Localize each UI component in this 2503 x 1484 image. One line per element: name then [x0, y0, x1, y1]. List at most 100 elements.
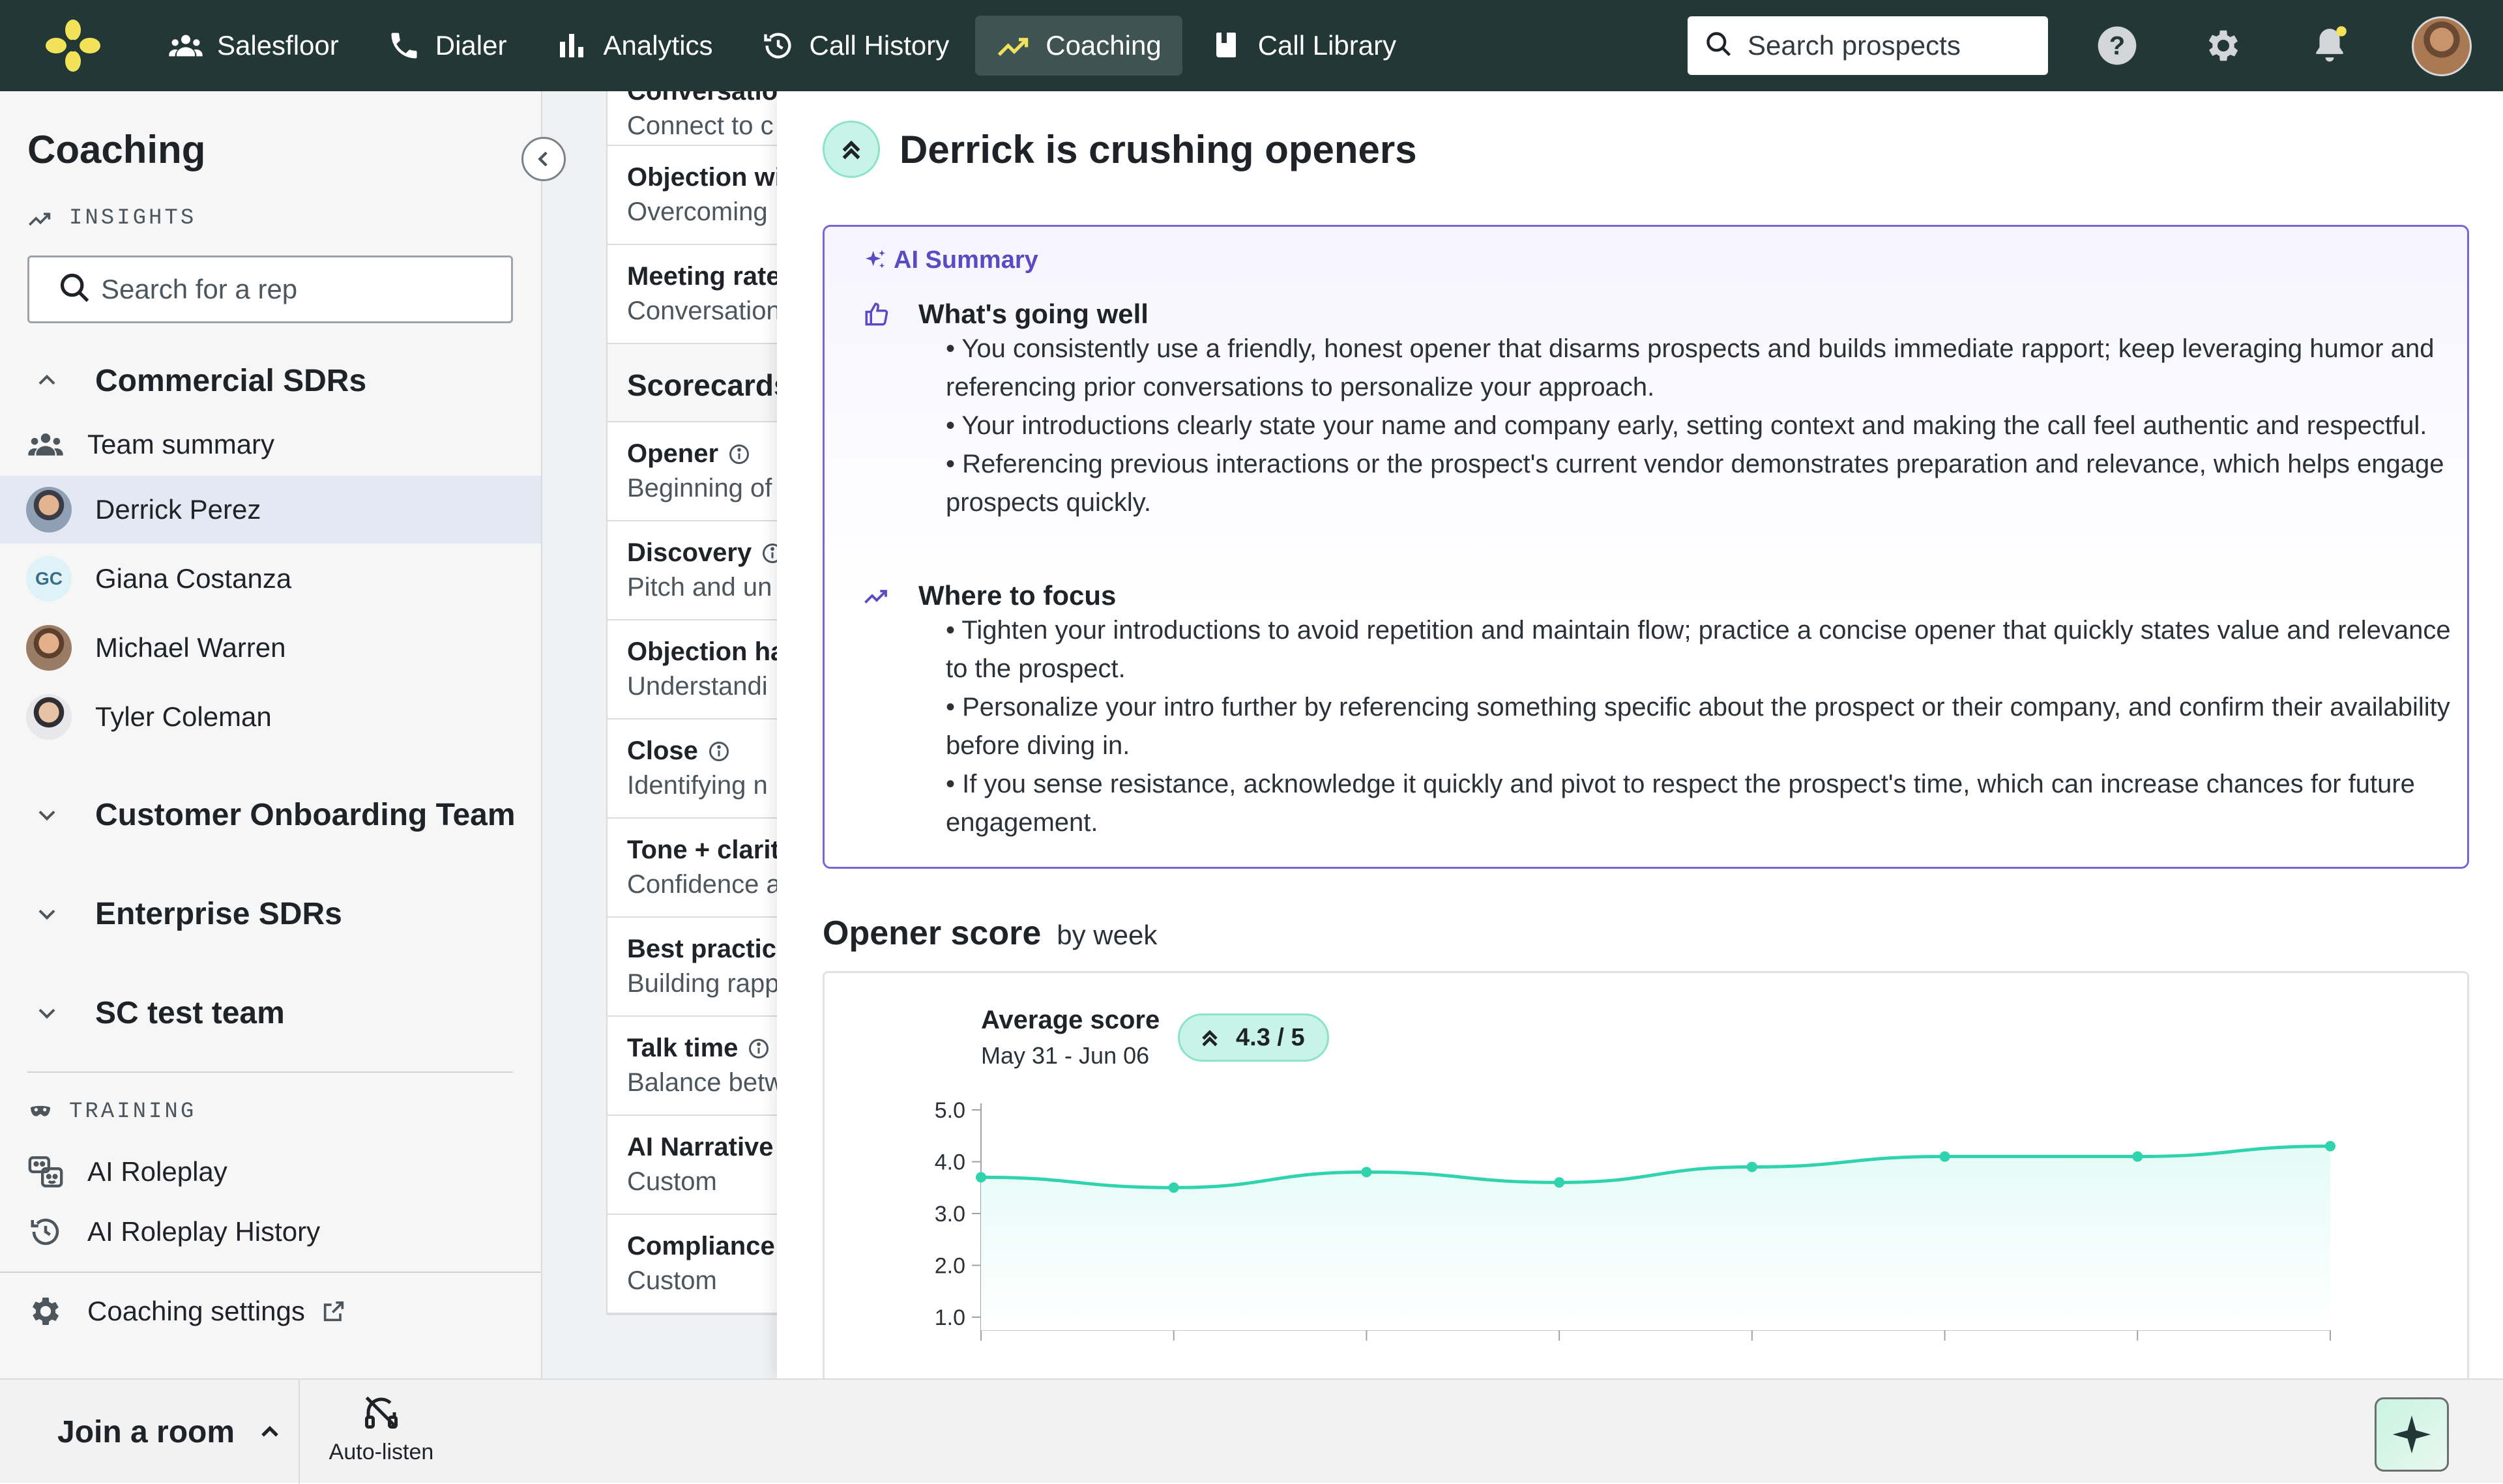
chevron-left-icon — [538, 151, 548, 167]
focus-item: • Personalize your intro further by refe… — [946, 693, 2450, 760]
series-area — [981, 1146, 2330, 1330]
scorecard-item-best-practices[interactable]: Best practic Building rapp — [607, 918, 777, 1017]
training-section-label: TRAINING — [27, 1099, 196, 1125]
sparkle-icon — [2392, 1415, 2431, 1454]
external-link-icon — [321, 1298, 347, 1324]
search-input[interactable] — [1748, 30, 2034, 61]
scorecard-item-objection[interactable]: Objection ha Understandi — [607, 620, 777, 720]
scorecard-item-close[interactable]: Close Identifying n — [607, 720, 777, 819]
scorecard-item-talk-time[interactable]: Talk time Balance betw — [607, 1017, 777, 1116]
scorecard-item-opener[interactable]: Opener Beginning of — [607, 422, 777, 521]
team-enterprise-sdrs[interactable]: Enterprise SDRs — [0, 884, 541, 944]
member-giana-costanza[interactable]: GC Giana Costanza — [0, 545, 541, 613]
gear-icon[interactable] — [2201, 23, 2246, 68]
data-point — [1746, 1161, 1757, 1172]
coaching-settings-label: Coaching settings — [87, 1296, 305, 1326]
chevron-down-icon — [27, 993, 66, 1032]
coaching-settings-link[interactable]: Coaching settings — [0, 1279, 541, 1344]
auto-listen-toggle[interactable]: Auto-listen — [313, 1393, 450, 1477]
data-point — [1168, 1182, 1179, 1193]
ai-roleplay-history-label: AI Roleplay History — [87, 1216, 321, 1247]
ai-roleplay-history-link[interactable]: AI Roleplay History — [0, 1202, 541, 1262]
avatar — [26, 694, 72, 740]
team-customer-onboarding[interactable]: Customer Onboarding Team — [0, 785, 541, 845]
data-point — [2325, 1141, 2335, 1152]
headphones-off-icon — [365, 1396, 398, 1429]
bell-icon[interactable] — [2307, 23, 2352, 68]
people-icon — [168, 27, 204, 64]
trend-icon — [862, 581, 891, 610]
divider — [0, 1272, 541, 1273]
rep-search-input[interactable] — [101, 274, 492, 305]
history-icon — [760, 27, 797, 64]
nav-dialer[interactable]: Dialer — [365, 16, 528, 76]
gear-icon — [26, 1292, 65, 1331]
member-name: Giana Costanza — [95, 563, 292, 594]
nav-call-library[interactable]: Call Library — [1188, 16, 1417, 76]
ai-roleplay-link[interactable]: AI Roleplay — [0, 1142, 541, 1202]
nav-label: Call Library — [1257, 30, 1397, 61]
average-score-range: May 31 - Jun 06 — [981, 1042, 1150, 1069]
join-room-button[interactable]: Join a room — [0, 1380, 300, 1484]
user-avatar[interactable] — [2412, 16, 2472, 76]
svg-text:?: ? — [2109, 31, 2125, 60]
going-well-item: • Your introductions clearly state your … — [946, 411, 2427, 440]
people-icon — [26, 425, 65, 464]
double-chevron-up-icon — [823, 121, 880, 178]
list-item[interactable]: Meeting rate Conversation — [607, 245, 777, 344]
opener-score-chart-card: Average score May 31 - Jun 06 4.3 / 5 5.… — [823, 971, 2469, 1427]
data-point — [1554, 1177, 1565, 1188]
collapse-sidebar-button[interactable] — [521, 137, 566, 181]
team-sc-test[interactable]: SC test team — [0, 983, 541, 1043]
y-tick-label: 3.0 — [935, 1202, 965, 1227]
app-logo-icon[interactable] — [46, 20, 100, 72]
sidebar-title: Coaching — [27, 128, 206, 171]
focus-item: • Tighten your introductions to avoid re… — [946, 616, 2451, 683]
scorecard-item-compliance[interactable]: Compliance Custom — [607, 1215, 777, 1314]
rep-search[interactable] — [27, 255, 513, 323]
data-point — [1361, 1167, 1372, 1178]
team-name: Enterprise SDRs — [95, 896, 342, 931]
list-item[interactable]: Conversatio Connect to c — [607, 91, 777, 146]
opener-score-chart: 5.0 4.0 3.0 2.0 1.0 — [935, 1098, 2335, 1341]
chevron-up-icon — [27, 361, 66, 400]
help-icon[interactable]: ? — [2095, 23, 2139, 68]
scorecards-heading: Scorecards — [607, 344, 777, 422]
nav-label: Call History — [809, 30, 950, 61]
bar-chart-icon — [553, 27, 590, 64]
scorecard-item-tone[interactable]: Tone + clarit Confidence a — [607, 819, 777, 918]
list-item[interactable]: Objection wi Overcoming — [607, 146, 777, 245]
chart-title: Opener score — [823, 914, 1042, 952]
nav-call-history[interactable]: Call History — [739, 16, 971, 76]
nav-label: Coaching — [1046, 30, 1162, 61]
member-name: Tyler Coleman — [95, 701, 272, 732]
team-summary-link[interactable]: Team summary — [0, 415, 541, 474]
nav-salesfloor[interactable]: Salesfloor — [147, 16, 360, 76]
history-icon — [26, 1212, 65, 1251]
trend-icon — [996, 27, 1032, 64]
ai-assistant-button[interactable] — [2375, 1397, 2449, 1472]
headline: Derrick is crushing openers — [823, 121, 1417, 178]
team-commercial-sdrs[interactable]: Commercial SDRs — [0, 351, 541, 411]
double-chevron-up-icon — [1202, 1030, 1218, 1047]
ai-summary-title: AI Summary — [862, 246, 1038, 274]
chevron-up-icon — [261, 1425, 278, 1437]
member-tyler-coleman[interactable]: Tyler Coleman — [0, 683, 541, 751]
y-tick-label: 1.0 — [935, 1305, 965, 1330]
prospect-search[interactable] — [1688, 16, 2048, 75]
nav-analytics[interactable]: Analytics — [533, 16, 733, 76]
avatar: GC — [26, 556, 72, 602]
divider — [27, 1071, 513, 1073]
insights-section-label: INSIGHTS — [27, 205, 196, 231]
top-navigation: Salesfloor Dialer Analytics Call History… — [0, 0, 2503, 91]
focus-item: • If you sense resistance, acknowledge i… — [946, 770, 2415, 837]
nav-coaching[interactable]: Coaching — [975, 16, 1182, 76]
thumbs-up-icon — [862, 300, 891, 328]
data-point — [2132, 1151, 2143, 1162]
member-michael-warren[interactable]: Michael Warren — [0, 614, 541, 682]
scorecard-item-ai-narrative[interactable]: AI Narrative Custom — [607, 1116, 777, 1215]
member-derrick-perez[interactable]: Derrick Perez — [0, 476, 541, 544]
sparkle-icon — [866, 249, 885, 269]
scorecard-item-discovery[interactable]: Discovery Pitch and un — [607, 521, 777, 620]
book-icon — [1208, 27, 1245, 64]
